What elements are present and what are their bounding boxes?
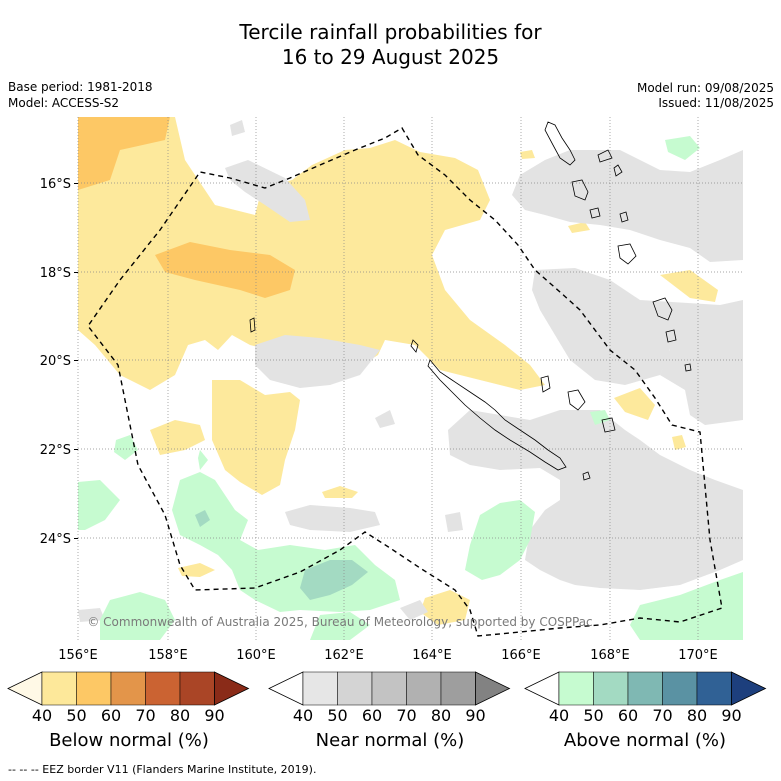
lon-label-158e: 158°E (148, 648, 188, 663)
colorbar-above-tick: 50 (583, 706, 603, 725)
colorbar-above-tick: 70 (652, 706, 672, 725)
lon-label-160e: 160°E (236, 648, 276, 663)
coastlines (249, 121, 692, 481)
colorbar-above-tick: 60 (618, 706, 638, 725)
lat-label-18s: 18°S (40, 266, 71, 281)
map-title-line1: Tercile rainfall probabilities for (239, 20, 542, 44)
eez-border (87, 127, 723, 637)
colorbar-near-tick: 70 (396, 706, 416, 725)
colorbar-below-tick: 70 (135, 706, 155, 725)
model-run: Model run: 09/08/2025 (636, 81, 774, 95)
colorbar-below-tick: 50 (66, 706, 86, 725)
lon-label-156e: 156°E (58, 648, 98, 663)
colorbar-near-tick: 80 (431, 706, 451, 725)
copyright-notice: © Commonwealth of Australia 2025, Bureau… (87, 615, 592, 629)
colorbar-above-segment (558, 671, 594, 706)
colorbar-near-segment (371, 671, 407, 706)
lat-label-24s: 24°S (40, 532, 71, 547)
colorbar-below-segment (110, 671, 146, 706)
colorbar-near-segment (302, 671, 338, 706)
colorbar-title-below: Below normal (%) (49, 730, 209, 751)
colorbar-above-tick: 80 (687, 706, 707, 725)
below-normal-strong-regions (78, 117, 295, 298)
lat-label-20s: 20°S (40, 354, 71, 369)
colorbar-near-tick: 60 (362, 706, 382, 725)
colorbar-below-tick: 60 (101, 706, 121, 725)
below-normal-regions (78, 117, 718, 625)
colorbar-above-low-arrow (524, 671, 560, 706)
colorbar-below-segment (41, 671, 77, 706)
colorbar-below-segment (145, 671, 181, 706)
colorbar-below-tick: 80 (170, 706, 190, 725)
colorbar-above-tick: 40 (549, 706, 569, 725)
colorbar-above-segment (627, 671, 663, 706)
colorbar-near-tick: 90 (465, 706, 485, 725)
issued-date: Issued: 11/08/2025 (658, 96, 774, 110)
colorbar-near-low-arrow (268, 671, 304, 706)
colorbar-above-segment (593, 671, 629, 706)
colorbar-below-tick: 90 (204, 706, 224, 725)
colorbar-below-high-arrow (214, 671, 250, 706)
colorbar-below-low-arrow (7, 671, 43, 706)
base-period: Base period: 1981-2018 (8, 80, 153, 94)
eez-footnote: -- -- -- EEZ border V11 (Flanders Marine… (8, 763, 317, 776)
map-gridlines (77, 117, 743, 640)
colorbar-title-near: Near normal (%) (315, 730, 465, 751)
lon-label-164e: 164°E (412, 648, 452, 663)
above-normal-strong-regions (195, 510, 368, 600)
lon-label-166e: 166°E (501, 648, 541, 663)
map-title-line2: 16 to 29 August 2025 (281, 45, 500, 69)
model-name: Model: ACCESS-S2 (8, 96, 120, 110)
colorbar-below-tick: 40 (32, 706, 52, 725)
colorbar-near-segment (337, 671, 373, 706)
probability-field (78, 117, 743, 640)
colorbar-near-high-arrow (475, 671, 511, 706)
lon-label-168e: 168°E (590, 648, 630, 663)
lon-label-162e: 162°E (324, 648, 364, 663)
colorbar-above-segment (662, 671, 698, 706)
axis-ticks (74, 183, 78, 539)
lat-label-22s: 22°S (40, 443, 71, 458)
lon-label-170e: 170°E (678, 648, 718, 663)
colorbar-near-segment (440, 671, 476, 706)
colorbar-near-tick: 50 (327, 706, 347, 725)
colorbar-near-segment (406, 671, 442, 706)
colorbars: 40 50 60 70 80 90 40 50 60 70 80 90 40 50 60 70 80 90 (7, 671, 767, 725)
colorbar-above-segment (696, 671, 732, 706)
near-normal-regions (78, 120, 743, 622)
colorbar-near-tick: 40 (293, 706, 313, 725)
colorbar-above-tick: 90 (721, 706, 741, 725)
colorbar-above-high-arrow (731, 671, 767, 706)
colorbar-title-above: Above normal (%) (563, 730, 727, 751)
colorbar-below-segment (76, 671, 112, 706)
lat-label-16s: 16°S (40, 177, 71, 192)
colorbar-below-segment (179, 671, 215, 706)
